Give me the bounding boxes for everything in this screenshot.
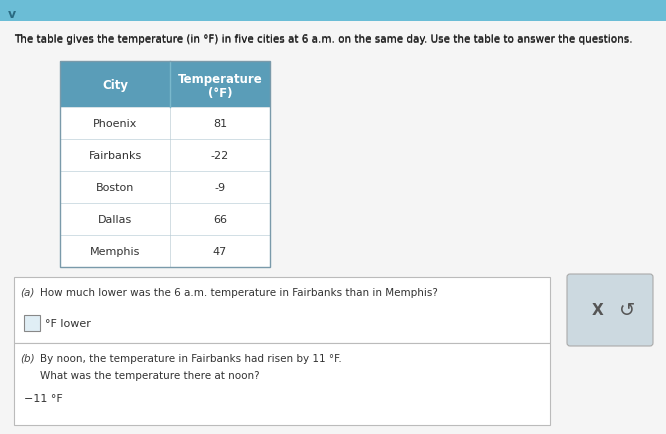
Bar [24,315,40,331]
Bar [0,0,666,22]
Bar [60,140,270,171]
Text: ↺: ↺ [619,301,636,320]
Text: What was the temperature there at noon?: What was the temperature there at noon? [40,370,260,380]
Text: -9: -9 [214,183,226,193]
Text: Phoenix: Phoenix [93,119,137,129]
Text: The table gives the temperature (in °F) in five cities at 6 a.m. on the same day: The table gives the temperature (in °F) … [14,34,633,44]
Text: -22: -22 [211,151,229,161]
Text: City: City [102,78,128,91]
Text: Dallas: Dallas [98,214,132,224]
Text: °F lower: °F lower [45,318,91,328]
FancyBboxPatch shape [567,274,653,346]
Text: v: v [8,7,16,20]
Text: Fairbanks: Fairbanks [89,151,142,161]
Bar [14,277,550,343]
Text: How much lower was the 6 a.m. temperature in Fairbanks than in Memphis?: How much lower was the 6 a.m. temperatur… [40,287,438,297]
Bar [60,236,270,267]
Text: Memphis: Memphis [90,247,140,256]
Bar [60,62,270,267]
Text: Boston: Boston [96,183,134,193]
Text: X: X [592,303,604,318]
Text: By noon, the temperature in Fairbanks had risen by 11 °F.: By noon, the temperature in Fairbanks ha… [40,353,342,363]
Text: 81: 81 [213,119,227,129]
Text: The table gives the temperature (in °F) in five cities at 6 a.m. on the same day: The table gives the temperature (in °F) … [14,35,633,45]
Text: (b): (b) [20,353,35,363]
Bar [14,343,550,425]
Text: (a): (a) [20,287,35,297]
Bar [60,204,270,236]
Text: −11 °F: −11 °F [24,393,63,403]
Text: 66: 66 [213,214,227,224]
Text: 47: 47 [213,247,227,256]
Bar [60,108,270,140]
Bar [60,62,270,108]
Text: Temperature: Temperature [178,73,262,86]
Text: (°F): (°F) [208,87,232,100]
Bar [60,171,270,204]
